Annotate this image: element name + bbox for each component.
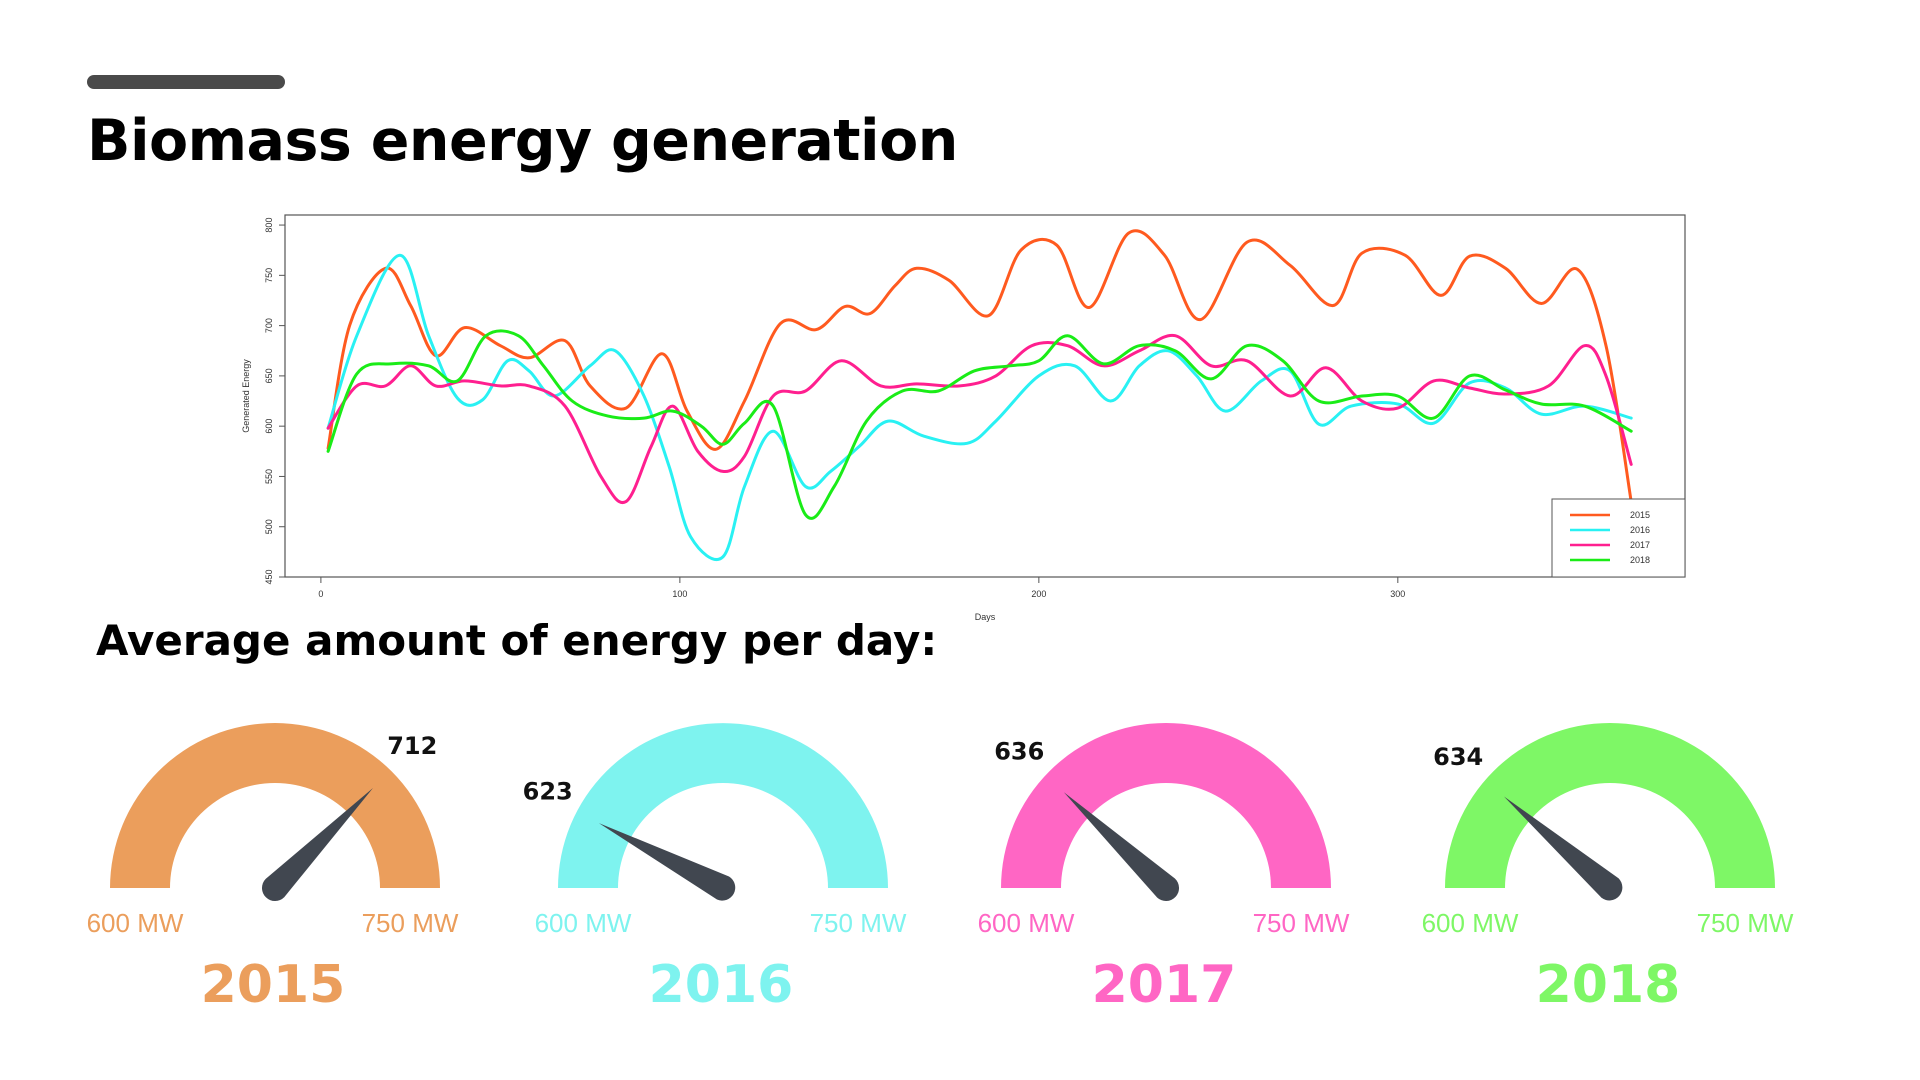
gauge-needle-2016 bbox=[598, 823, 736, 901]
y-tick-label: 550 bbox=[264, 469, 274, 484]
gauge-year-label: 2017 bbox=[1092, 955, 1237, 1015]
gauge-needle-2015 bbox=[261, 788, 373, 902]
legend-label-2016: 2016 bbox=[1630, 525, 1650, 535]
gauge-min-label: 600 MW bbox=[535, 908, 632, 938]
gauge-min-label: 600 MW bbox=[978, 908, 1075, 938]
gauge-needle-2018 bbox=[1504, 796, 1623, 901]
series-line-2015 bbox=[326, 229, 1633, 504]
gauge-arc-2015 bbox=[110, 723, 440, 888]
gauge-value-2017: 636 bbox=[994, 737, 1044, 765]
gauge-value-2016: 623 bbox=[523, 778, 573, 806]
x-tick-label: 200 bbox=[1031, 589, 1046, 599]
gauge-max-label: 750 MW bbox=[810, 908, 907, 938]
x-tick-label: 100 bbox=[672, 589, 687, 599]
x-tick-label: 300 bbox=[1390, 589, 1405, 599]
gauge-arc-2016 bbox=[558, 723, 888, 888]
series-line-2018 bbox=[326, 329, 1633, 520]
gauge-min-label: 600 MW bbox=[87, 908, 184, 938]
series-line-2017 bbox=[326, 333, 1633, 505]
gauge-value-2018: 634 bbox=[1433, 743, 1483, 771]
decorative-bar bbox=[87, 75, 285, 89]
gauge-max-label: 750 MW bbox=[1697, 908, 1794, 938]
series-line-2016 bbox=[326, 253, 1633, 561]
energy-line-chart: 450 500 550 600 650 700 750 800 0 100 200 300 Days Ge… bbox=[241, 214, 1686, 622]
gauge-arc-2017 bbox=[1001, 723, 1331, 888]
gauge-min-label: 600 MW bbox=[1422, 908, 1519, 938]
gauge-arc-2018 bbox=[1445, 723, 1775, 888]
legend-box bbox=[1551, 498, 1686, 578]
x-tick-label: 0 bbox=[318, 589, 323, 599]
gauge-max-label: 750 MW bbox=[362, 908, 459, 938]
page-title: Biomass energy generation bbox=[87, 108, 958, 174]
gauge-value-2015: 712 bbox=[387, 732, 437, 760]
y-tick-label: 600 bbox=[264, 419, 274, 434]
y-tick-label: 750 bbox=[264, 268, 274, 283]
x-axis-label: Days bbox=[975, 612, 996, 622]
y-tick-label: 450 bbox=[264, 569, 274, 584]
gauge-year-label: 2018 bbox=[1536, 955, 1681, 1015]
legend-label-2018: 2018 bbox=[1630, 555, 1650, 565]
gauge-needle-2017 bbox=[1063, 792, 1180, 902]
legend-label-2015: 2015 bbox=[1630, 510, 1650, 520]
y-tick-label: 800 bbox=[264, 218, 274, 233]
legend-label-2017: 2017 bbox=[1630, 540, 1650, 550]
gauge-max-label: 750 MW bbox=[1253, 908, 1350, 938]
y-tick-label: 500 bbox=[264, 519, 274, 534]
gauge-year-label: 2016 bbox=[649, 955, 794, 1015]
gauges-heading: Average amount of energy per day: bbox=[96, 616, 938, 665]
gauge-year-label: 2015 bbox=[201, 955, 346, 1015]
y-tick-label: 700 bbox=[264, 318, 274, 333]
y-tick-label: 650 bbox=[264, 368, 274, 383]
y-axis-label: Generated Energy bbox=[241, 359, 251, 433]
